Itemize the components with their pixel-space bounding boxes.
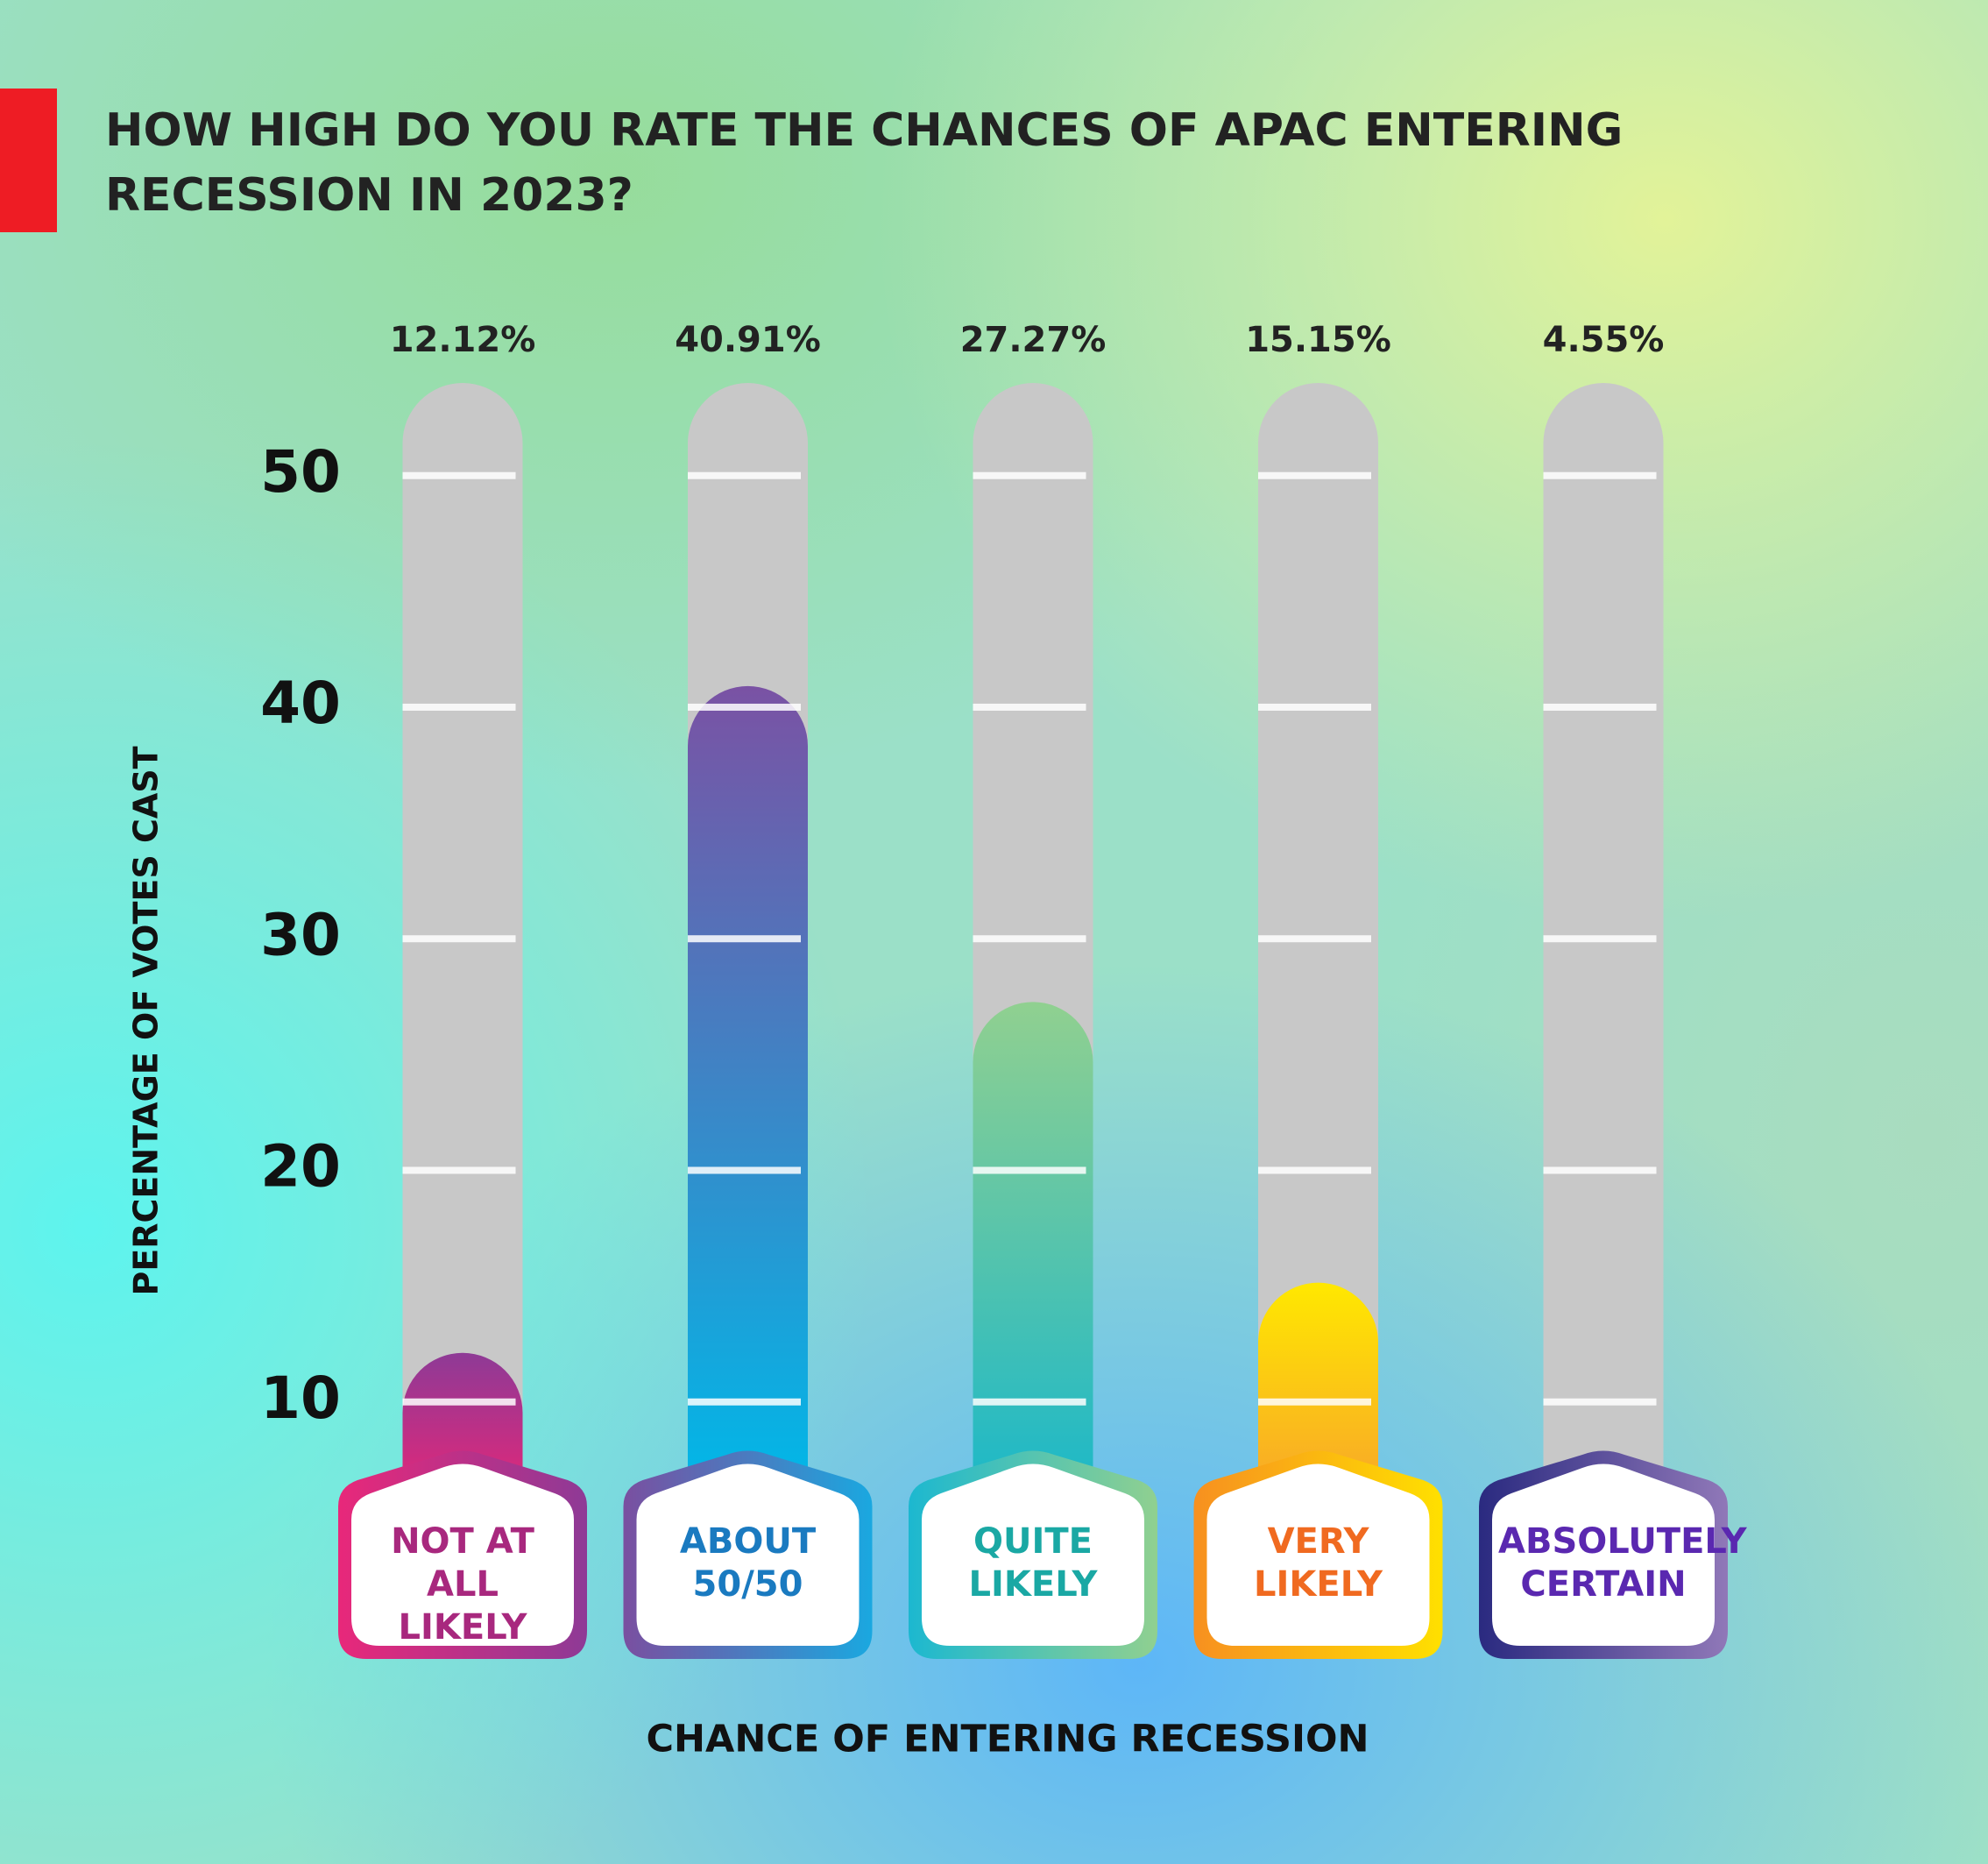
value-label: 27.27%: [960, 320, 1107, 360]
grid-line: [688, 471, 801, 479]
value-label: 4.55%: [1543, 320, 1665, 360]
label-box: [351, 1464, 574, 1646]
x-tick-label: QUITE LIKELY: [968, 1521, 1098, 1605]
grid-line: [688, 1166, 801, 1174]
bar: [688, 685, 808, 1490]
grid-line: [973, 1166, 1086, 1174]
grid-line: [1543, 471, 1657, 479]
y-tick-label: 50: [260, 438, 341, 506]
grid-line: [973, 703, 1086, 711]
bar: [973, 1002, 1093, 1490]
grid-line: [1543, 703, 1657, 711]
grid-line: [1258, 1398, 1371, 1406]
grid-line: [402, 1398, 516, 1406]
grid-line: [688, 703, 801, 711]
grid-line: [973, 471, 1086, 479]
y-tick-label: 30: [260, 901, 341, 968]
grid-line: [1543, 1166, 1657, 1174]
grid-line: [1543, 935, 1657, 943]
x-axis-label: CHANCE OF ENTERING RECESSION: [647, 1718, 1369, 1761]
x-tick-label: ABSOLUTELY CERTAIN: [1498, 1521, 1747, 1605]
chart-title: HOW HIGH DO YOU RATE THE CHANCES OF APAC…: [105, 104, 1624, 222]
grid-line: [402, 1166, 516, 1174]
y-tick-label: 40: [260, 670, 341, 737]
x-tick-label: VERY LIKELY: [1254, 1521, 1383, 1605]
label-box: [1492, 1464, 1715, 1646]
grid-line: [973, 935, 1086, 943]
grid-line: [688, 1398, 801, 1406]
grid-line: [1258, 703, 1371, 711]
value-label: 12.12%: [390, 320, 536, 360]
y-axis-label: PERCENTAGE OF VOTES CAST: [127, 746, 166, 1295]
grid-line: [402, 703, 516, 711]
y-tick-label: 10: [260, 1364, 341, 1432]
bar: [1258, 1282, 1378, 1490]
label-box: [1206, 1464, 1430, 1646]
bar: [402, 1352, 523, 1490]
value-label: 15.15%: [1245, 320, 1391, 360]
grid-line: [402, 471, 516, 479]
grid-line: [1258, 935, 1371, 943]
grid-line: [973, 1398, 1086, 1406]
title-accent: [0, 89, 57, 232]
grid-line: [1258, 1166, 1371, 1174]
x-tick-label: NOT AT ALL LIKELY: [391, 1521, 534, 1648]
grid-line: [1543, 1398, 1657, 1406]
grid-line: [688, 935, 801, 943]
label-box: [922, 1464, 1144, 1646]
value-label: 40.91%: [675, 320, 821, 360]
y-tick-label: 20: [260, 1133, 341, 1201]
x-tick-label: ABOUT 50/50: [679, 1521, 817, 1605]
grid-line: [402, 935, 516, 943]
grid-line: [1258, 471, 1371, 479]
label-box: [636, 1464, 860, 1646]
